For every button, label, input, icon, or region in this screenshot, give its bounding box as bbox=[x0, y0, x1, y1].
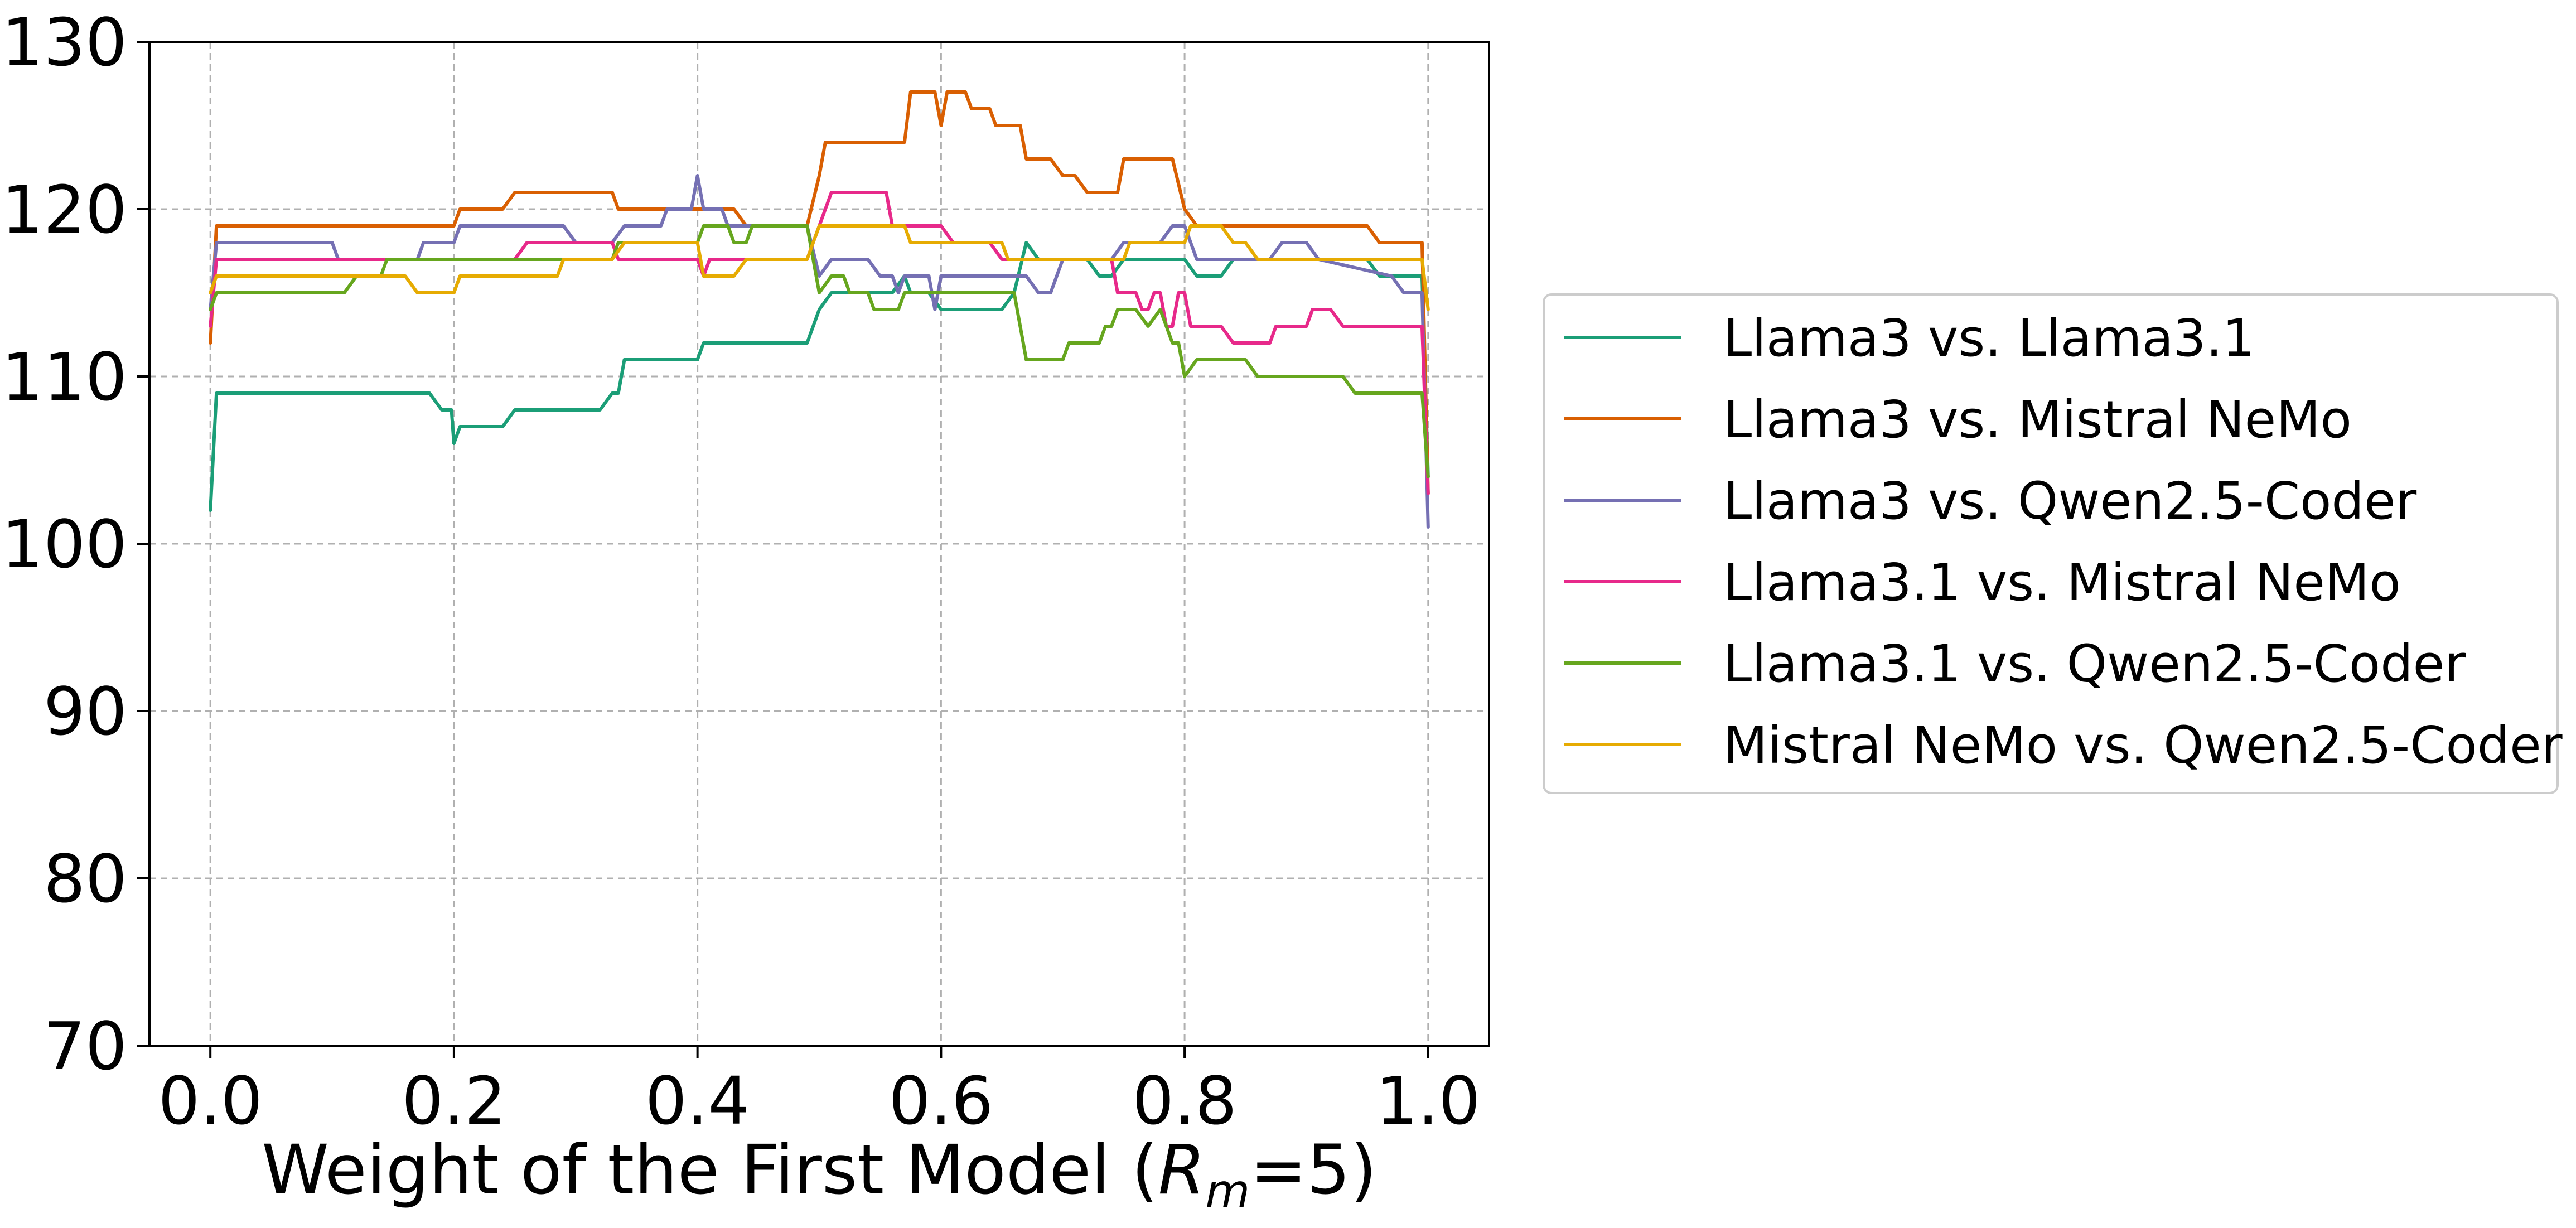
y-tick-label: 110 bbox=[2, 339, 127, 415]
series-line-5 bbox=[209, 224, 1430, 478]
series-lines bbox=[209, 90, 1430, 529]
y-tick-label: 70 bbox=[44, 1008, 127, 1085]
y-tick-label: 80 bbox=[44, 840, 127, 917]
y-tick-label: 100 bbox=[2, 506, 127, 583]
legend-label: Llama3 vs. Llama3.1 bbox=[1723, 308, 2255, 368]
x-tick-label: 0.0 bbox=[158, 1062, 263, 1139]
y-tick-label: 130 bbox=[2, 4, 127, 81]
series-line-4 bbox=[209, 191, 1430, 495]
x-tick-label: 0.2 bbox=[402, 1062, 506, 1139]
legend-label: Llama3 vs. Qwen2.5-Coder bbox=[1723, 471, 2416, 531]
legend-label: Llama3.1 vs. Qwen2.5-Coder bbox=[1723, 634, 2466, 694]
y-tick-label: 90 bbox=[44, 673, 127, 750]
x-axis-title: Weight of the First Model (Rm=5) bbox=[262, 1130, 1377, 1218]
legend-label: Llama3.1 vs. Mistral NeMo bbox=[1723, 553, 2401, 612]
series-line-3 bbox=[209, 174, 1430, 529]
legend-label: Mistral NeMo vs. Qwen2.5-Coder bbox=[1723, 715, 2563, 775]
y-tick-label: 120 bbox=[2, 171, 127, 248]
legend-label: Llama3 vs. Mistral NeMo bbox=[1723, 390, 2352, 449]
legend: Llama3 vs. Llama3.1 Llama3 vs. Mistral Ne… bbox=[1543, 293, 2563, 794]
series-line-6 bbox=[209, 224, 1430, 311]
legend-box bbox=[1543, 293, 2559, 794]
x-tick-label: 0.8 bbox=[1132, 1062, 1237, 1139]
grid bbox=[149, 41, 1489, 1047]
series-line-1 bbox=[209, 241, 1430, 512]
axis-ticks: 0.0 0.2 0.4 0.6 0.8 1.0 70 80 90 100 110 120 130 bbox=[2, 4, 1481, 1139]
x-tick-label: 0.6 bbox=[889, 1062, 994, 1139]
x-tick-label: 0.4 bbox=[645, 1062, 750, 1139]
x-tick-label: 1.0 bbox=[1376, 1062, 1481, 1139]
series-line-2 bbox=[209, 90, 1430, 495]
